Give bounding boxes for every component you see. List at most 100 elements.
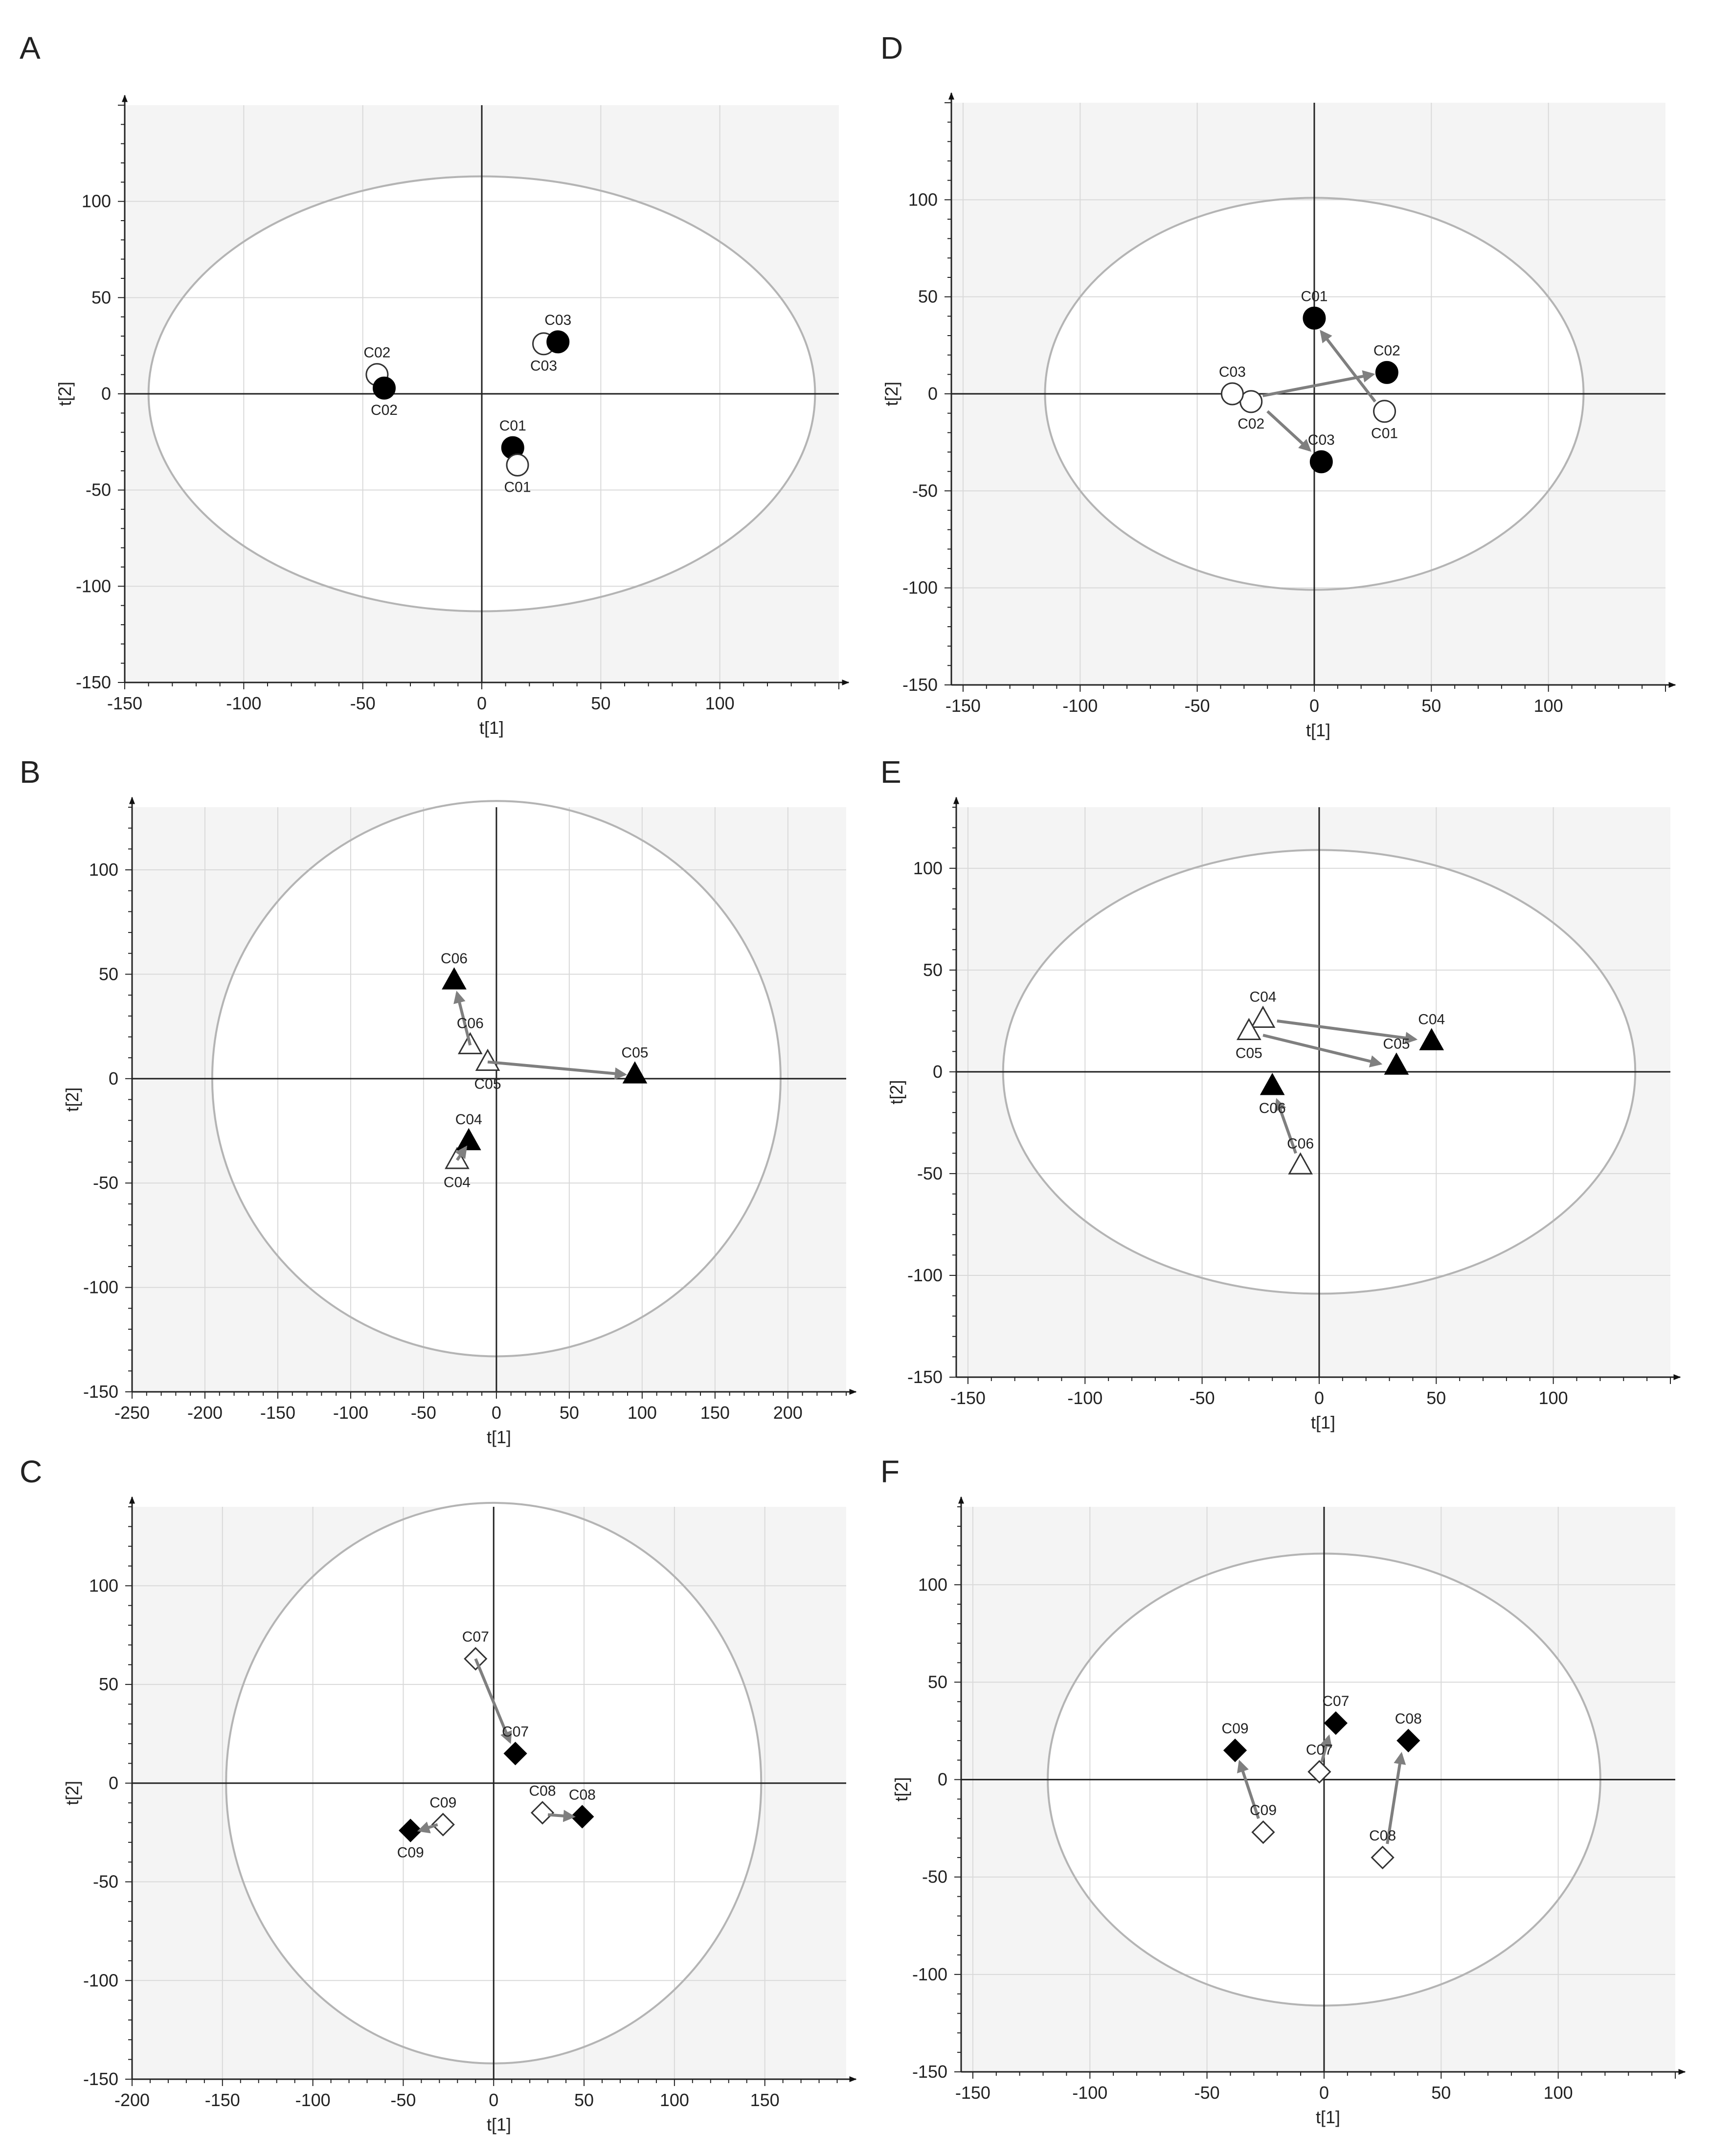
- x-tick-label: -150: [107, 693, 142, 713]
- point-label: C08: [569, 1787, 596, 1803]
- x-tick-label: 150: [700, 1403, 730, 1423]
- y-axis-label: t[2]: [55, 382, 75, 406]
- x-tick-label: -200: [187, 1403, 223, 1423]
- panel-letter: E: [880, 754, 901, 790]
- data-point-filled: [503, 1742, 527, 1766]
- panel-a: A -150 -100 -50 0 50 100 -150 -100 -50 0 50 100 t[1] t…: [20, 30, 850, 738]
- x-tick-label: 100: [628, 1403, 657, 1423]
- trajectory-arrow: [1386, 1751, 1406, 1844]
- panel-letter: D: [880, 30, 903, 66]
- y-tick-label: 0: [933, 1062, 943, 1082]
- point-label: C05: [474, 1076, 501, 1092]
- point-label: C06: [1287, 1135, 1314, 1152]
- panel-letter: C: [20, 1454, 42, 1489]
- point-label: C05: [621, 1044, 648, 1061]
- x-tick-label: -150: [205, 2090, 240, 2110]
- point-label: C08: [1369, 1828, 1396, 1844]
- x-tick-label: 100: [705, 693, 735, 713]
- x-axis-label: t[1]: [1311, 1412, 1335, 1432]
- x-tick-label: -150: [945, 696, 981, 716]
- point-label: C05: [1236, 1045, 1262, 1062]
- data-point-filled: [546, 330, 570, 354]
- panel-b: B -250 -200 -150 -100 -50 0 50 100 150 200 -150 -100…: [20, 754, 857, 1447]
- y-tick-label: 100: [89, 860, 118, 880]
- point-label: C01: [499, 418, 526, 434]
- panel-d: D -150 -100 -50 0 50 100 -150 -100 -50 0 50 100 t[1] t…: [880, 30, 1676, 740]
- point-label: C04: [1250, 989, 1277, 1005]
- y-axis-label: t[2]: [62, 1781, 82, 1805]
- x-tick-label: 0: [1314, 1388, 1324, 1408]
- point-label: C06: [441, 951, 468, 967]
- panel-letter: B: [20, 754, 41, 790]
- point-label: C02: [1238, 416, 1264, 432]
- data-point-open: [506, 454, 529, 477]
- y-axis-label: t[2]: [891, 1777, 911, 1801]
- point-label: C09: [397, 1845, 424, 1861]
- x-tick-label: 50: [1431, 2083, 1451, 2103]
- data-point-open: [431, 1813, 455, 1837]
- point-label: C01: [504, 479, 531, 496]
- y-tick-label: -150: [912, 2062, 947, 2082]
- trajectory-arrow: [453, 990, 472, 1046]
- point-label: C03: [1219, 364, 1246, 380]
- x-tick-label: -150: [950, 1388, 986, 1408]
- x-tick-label: -100: [226, 693, 261, 713]
- y-tick-label: -150: [83, 2069, 118, 2089]
- point-label: C07: [1322, 1693, 1349, 1709]
- trajectory-arrow: [1320, 330, 1376, 403]
- data-point-open: [1373, 400, 1396, 423]
- y-tick-label: 100: [918, 1574, 947, 1594]
- trajectory-arrow: [474, 1658, 512, 1744]
- data-point-filled: [442, 967, 467, 990]
- point-label: C09: [1222, 1721, 1249, 1737]
- y-tick-label: 50: [918, 287, 938, 307]
- y-axis-label: t[2]: [886, 1080, 906, 1104]
- panel-c: C-200 -150 -100 -50 0 50 100 150-150-100-500501…: [20, 1454, 857, 2134]
- y-tick-label: -50: [922, 1867, 947, 1887]
- trajectory-arrow: [1274, 1098, 1297, 1154]
- x-tick-label: 100: [660, 2090, 689, 2110]
- y-tick-label: -50: [86, 480, 111, 500]
- data-point-open: [1288, 1152, 1313, 1175]
- y-tick-label: -100: [83, 1970, 118, 1990]
- y-tick-label: -100: [83, 1277, 118, 1297]
- x-axis-label: t[1]: [479, 718, 504, 738]
- x-tick-label: -50: [1185, 696, 1210, 716]
- point-label: C05: [1383, 1036, 1410, 1052]
- point-label: C02: [371, 402, 398, 418]
- point-label: C02: [1373, 342, 1400, 359]
- x-tick-label: 50: [1426, 1388, 1446, 1408]
- y-tick-label: 0: [101, 384, 111, 404]
- y-tick-label: 100: [89, 1575, 118, 1595]
- data-point-filled: [1223, 1738, 1247, 1762]
- y-tick-label: -100: [912, 1964, 947, 1984]
- y-tick-label: -100: [902, 578, 938, 598]
- data-point-filled: [1384, 1052, 1409, 1075]
- data-point-filled: [1375, 361, 1398, 384]
- y-tick-label: -50: [917, 1163, 943, 1183]
- data-point-open: [530, 1801, 555, 1825]
- x-tick-label: -150: [955, 2083, 990, 2103]
- panel-letter: A: [20, 30, 41, 66]
- x-tick-label: 100: [1534, 696, 1563, 716]
- data-point-open: [1220, 382, 1244, 406]
- y-tick-label: -50: [912, 480, 938, 500]
- y-tick-label: -150: [83, 1382, 118, 1402]
- y-tick-label: 50: [91, 287, 111, 307]
- x-tick-label: 50: [574, 2090, 594, 2110]
- point-label: C03: [544, 312, 571, 328]
- point-label: C02: [363, 345, 390, 361]
- data-point-filled: [1324, 1711, 1348, 1735]
- y-axis-label: t[2]: [881, 382, 901, 406]
- panel-e: E -150 -100 -50 0 50 100 -150 -100 -50 0 50 100 t[1] t…: [880, 754, 1681, 1432]
- trajectory-arrow: [417, 1821, 438, 1834]
- y-tick-label: -150: [902, 675, 938, 695]
- y-tick-label: -50: [93, 1872, 118, 1892]
- trajectory-arrow: [1320, 1734, 1332, 1763]
- x-tick-label: 50: [560, 1403, 579, 1423]
- data-point-open: [1371, 1845, 1395, 1870]
- trajectory-arrow: [1262, 1034, 1383, 1067]
- y-tick-label: 100: [82, 191, 111, 211]
- point-label: C07: [462, 1629, 489, 1645]
- trajectory-arrow: [1262, 370, 1375, 397]
